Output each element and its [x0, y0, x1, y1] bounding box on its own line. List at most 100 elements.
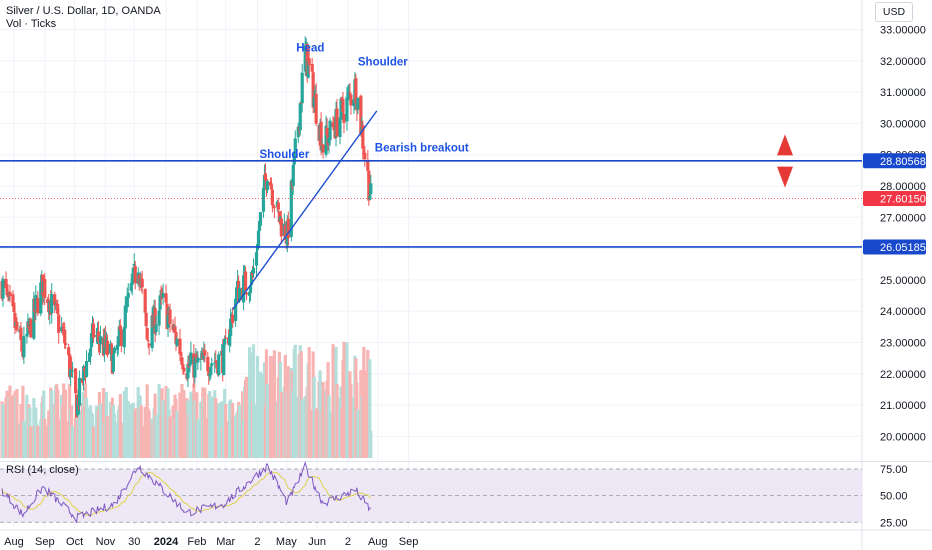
candle-body: [234, 298, 238, 321]
candle-body: [335, 108, 339, 137]
candle-body: [34, 295, 38, 311]
volume-bar: [57, 419, 61, 458]
candle-body: [341, 99, 345, 113]
candle-body: [265, 181, 270, 190]
candle-body: [254, 252, 259, 266]
volume-bar: [203, 387, 207, 458]
candle-body: [314, 93, 318, 124]
candle-body: [108, 343, 112, 354]
candle-body: [61, 328, 65, 330]
candle-body: [122, 327, 126, 348]
candle-body: [133, 266, 137, 284]
candle-body: [84, 361, 89, 377]
candle-body: [222, 344, 226, 376]
volume-bars: [0, 341, 373, 458]
price-tick-label: 28.00000: [880, 181, 926, 193]
candle-body: [339, 98, 343, 120]
level-tag-upper: 28.80568: [880, 156, 926, 168]
candle-body: [186, 364, 190, 379]
time-tick-label: May: [276, 536, 297, 548]
price-tick-label: 25.00000: [880, 275, 926, 287]
candle-body: [50, 293, 54, 314]
candle-body: [98, 336, 103, 345]
candle-body: [325, 127, 329, 136]
candle-body: [63, 329, 67, 344]
candle-body: [279, 218, 283, 237]
volume-bar: [175, 410, 179, 458]
candle-body: [369, 183, 373, 195]
candle-body: [203, 350, 207, 356]
candle-body: [206, 356, 210, 372]
candle-body: [217, 354, 221, 376]
volume-bar: [224, 404, 228, 458]
candle-body: [154, 324, 158, 333]
candle-body: [210, 363, 214, 367]
candle-body: [248, 286, 253, 293]
volume-bar: [349, 384, 353, 458]
candle-body: [62, 327, 66, 329]
candle-body: [213, 362, 217, 364]
candle-body: [57, 314, 61, 333]
volume-bar: [210, 396, 214, 458]
volume-bar: [161, 400, 165, 458]
candle-body: [140, 278, 144, 288]
candle-body: [208, 374, 212, 377]
candle-body: [366, 159, 370, 171]
candle-body: [296, 126, 300, 138]
volume-bar: [244, 376, 249, 458]
candle-body: [68, 354, 72, 377]
candle-body: [70, 366, 74, 370]
candle-body: [331, 122, 335, 128]
candle-body: [11, 294, 15, 307]
volume-bar: [368, 359, 372, 458]
rsi-ma-line: [1, 471, 372, 517]
time-tick-label: Jun: [308, 536, 326, 548]
candle-body: [328, 120, 332, 141]
arrow-up-icon: [777, 134, 793, 156]
volume-bar: [29, 426, 33, 458]
candle-body: [182, 367, 186, 372]
candle-body: [77, 377, 82, 406]
candle-body: [299, 102, 303, 104]
candle-body: [345, 97, 349, 122]
candle-body: [159, 293, 163, 295]
price-tick-label: 33.00000: [880, 25, 926, 37]
candle-body: [349, 94, 353, 106]
volume-bar: [272, 350, 276, 458]
currency-button[interactable]: USD: [875, 2, 913, 22]
candle-body: [129, 283, 133, 291]
volume-bar: [43, 418, 47, 458]
candle-body: [55, 303, 59, 307]
candle-body: [8, 291, 12, 297]
price-tick-label: 32.00000: [880, 56, 926, 68]
rsi-tick-label: 25.00: [880, 517, 908, 529]
candle-body: [158, 295, 162, 310]
candle-body: [161, 293, 165, 298]
time-tick-label: Feb: [187, 536, 206, 548]
candle-body: [118, 325, 122, 331]
candle-body: [283, 225, 287, 241]
candle-body: [109, 345, 113, 347]
candle-body: [258, 212, 263, 226]
candle-body: [311, 72, 315, 108]
candle-body: [241, 275, 246, 303]
candle-body: [293, 138, 297, 152]
candle-body: [88, 348, 93, 355]
candle-body: [324, 125, 328, 155]
candle-body: [94, 335, 99, 337]
candle-body: [354, 78, 358, 104]
candle-body: [196, 357, 200, 363]
candle-body: [178, 338, 182, 355]
candle-body: [319, 121, 323, 151]
candle-body: [126, 292, 130, 298]
candle-body: [224, 337, 228, 339]
volume-bar: [293, 344, 297, 458]
candle-body: [36, 297, 40, 314]
candle-body: [340, 97, 344, 101]
volume-bar: [238, 405, 242, 458]
volume-bar: [307, 347, 311, 458]
candle-body: [12, 307, 16, 312]
candle-body: [363, 152, 367, 160]
volume-bar: [342, 341, 346, 458]
